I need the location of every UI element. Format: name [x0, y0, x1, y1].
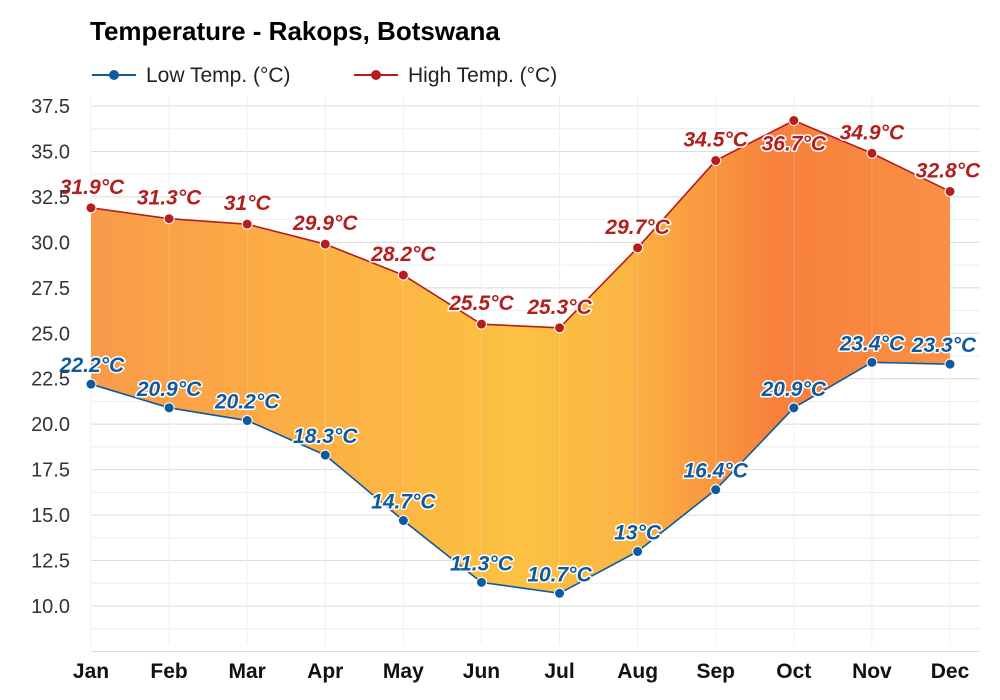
high-temp-label: 29.7°C [604, 216, 670, 239]
low-temp-line [90, 361, 951, 595]
low-temp-label: 10.7°C [527, 563, 592, 586]
x-tick-label: Mar [229, 660, 266, 683]
low-temp-point [397, 515, 409, 527]
y-tick-label: 12.5 [31, 551, 70, 573]
low-temp-label: 16.4°C [684, 460, 749, 483]
legend-low: Low Temp. (°C) [92, 64, 291, 87]
legend-label: Low Temp. (°C) [146, 64, 291, 87]
x-tick-label: Jul [544, 660, 574, 683]
high-temp-point [475, 318, 487, 330]
low-temp-label: 23.3°C [911, 334, 977, 357]
low-temp-label: 20.2°C [214, 391, 280, 414]
high-temp-line [90, 119, 951, 329]
x-tick-label: Apr [307, 660, 343, 683]
legend-marker [109, 70, 119, 80]
low-temp-label: 23.4°C [839, 332, 905, 355]
low-temp-point [788, 402, 800, 414]
x-tick-label: Nov [852, 660, 892, 683]
legend-label: High Temp. (°C) [408, 64, 557, 87]
low-temp-point [632, 545, 644, 557]
y-tick-label: 32.5 [31, 187, 70, 209]
chart-title: Temperature - Rakops, Botswana [90, 16, 500, 46]
high-temp-label: 31.3°C [137, 187, 202, 210]
low-temp-point [85, 378, 97, 390]
low-temp-point [554, 587, 566, 599]
low-temp-point [866, 356, 878, 368]
x-tick-label: Jun [463, 660, 500, 683]
high-temp-label: 34.9°C [840, 121, 905, 144]
low-temp-label: 11.3°C [450, 552, 514, 575]
high-temp-label: 31°C [224, 192, 272, 215]
high-temp-point [632, 242, 644, 254]
x-tick-label: Feb [150, 660, 187, 683]
high-temp-label: 31.9°C [60, 176, 125, 199]
low-temp-label: 18.3°C [293, 425, 358, 448]
series-lines [90, 119, 951, 595]
low-temp-label: 20.9°C [136, 378, 202, 401]
low-temp-point [241, 415, 253, 427]
low-temp-point [944, 358, 956, 370]
x-tick-label: Aug [617, 660, 658, 683]
high-temp-point [241, 218, 253, 230]
range-fill [91, 120, 950, 594]
high-temp-point [788, 115, 800, 127]
high-temp-label: 25.5°C [448, 292, 514, 315]
high-temp-point [397, 269, 409, 281]
legend-marker [371, 70, 381, 80]
legend-high: High Temp. (°C) [354, 64, 557, 87]
low-temp-label: 14.7°C [371, 491, 436, 514]
y-tick-label: 30.0 [31, 232, 70, 254]
y-tick-label: 15.0 [31, 505, 70, 527]
high-temp-point [163, 213, 175, 225]
y-tick-label: 35.0 [31, 141, 70, 163]
legend: Low Temp. (°C) High Temp. (°C) [92, 64, 557, 87]
low-temp-point [475, 576, 487, 588]
y-axis: 10.0 12.5 15.0 17.5 20.0 22.5 25.0 27.5 30.0 32.5… [31, 96, 70, 618]
y-tick-label: 27.5 [31, 278, 70, 300]
high-temp-label: 25.3°C [526, 296, 592, 319]
high-temp-label: 28.2°C [370, 243, 436, 266]
low-temp-point [163, 402, 175, 414]
low-temp-point [710, 484, 722, 496]
low-temp-label: 13°C [614, 521, 662, 544]
y-tick-label: 20.0 [31, 414, 70, 436]
range-area [91, 120, 950, 594]
x-tick-label: Sep [696, 660, 735, 683]
high-temp-point [710, 155, 722, 167]
low-temp-label: 22.2°C [59, 354, 125, 377]
high-temp-label: 34.5°C [684, 129, 749, 152]
x-axis: Jan Feb Mar Apr May Jun Jul Aug Sep Oct Nov Dec [73, 660, 970, 683]
y-tick-label: 25.0 [31, 323, 70, 345]
y-tick-label: 37.5 [31, 96, 70, 118]
high-temp-point [944, 185, 956, 197]
low-temp-point [319, 449, 331, 461]
high-temp-point [85, 202, 97, 214]
x-tick-label: Oct [776, 660, 811, 683]
x-tick-label: May [383, 660, 424, 683]
y-tick-label: 17.5 [31, 460, 70, 482]
high-temp-point [866, 147, 878, 159]
high-temp-label: 36.7°C [762, 133, 827, 156]
high-temp-label: 29.9°C [292, 212, 358, 235]
low-temp-label: 20.9°C [761, 378, 827, 401]
data-points [85, 115, 956, 599]
high-temp-label: 32.8°C [916, 159, 981, 182]
x-tick-label: Dec [931, 660, 970, 683]
data-labels: 31.9°C 31.3°C 31°C 29.9°C 28.2°C 25.5°C 25.3°C… [57, 120, 982, 588]
high-temp-point [554, 322, 566, 334]
x-tick-label: Jan [73, 660, 109, 683]
y-tick-label: 10.0 [31, 596, 70, 618]
high-temp-point [319, 238, 331, 250]
y-tick-label: 22.5 [31, 369, 70, 391]
